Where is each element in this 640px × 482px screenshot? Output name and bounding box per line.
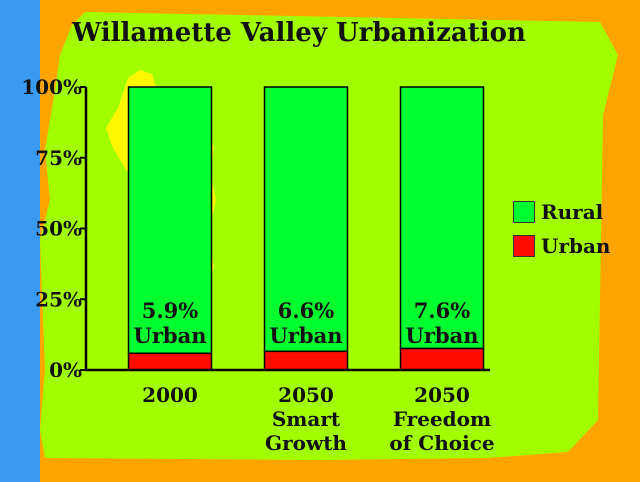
bar-rural bbox=[263, 86, 349, 353]
y-tick-label: 50% bbox=[35, 217, 82, 241]
legend-item-urban: Urban bbox=[513, 229, 610, 263]
legend-label-urban: Urban bbox=[541, 234, 611, 258]
bar-urban bbox=[399, 347, 485, 371]
legend-swatch-rural bbox=[513, 201, 535, 223]
x-tick-label: 2050 bbox=[278, 383, 334, 407]
bar-rural bbox=[399, 86, 485, 350]
x-tick-label: Growth bbox=[265, 431, 347, 455]
x-tick-label: 2050 bbox=[414, 383, 470, 407]
bar-category-label: Urban bbox=[270, 323, 343, 348]
bar-category-label: Urban bbox=[406, 323, 479, 348]
ocean-area bbox=[0, 0, 40, 482]
chart-title: Willamette Valley Urbanization bbox=[72, 18, 526, 48]
bar-value-label: 6.6% bbox=[278, 298, 335, 323]
x-tick-label: of Choice bbox=[389, 431, 494, 455]
bar-category-label: Urban bbox=[134, 323, 207, 348]
y-tick-label: 25% bbox=[35, 287, 82, 311]
y-tick-label: 0% bbox=[49, 358, 82, 382]
y-tick-label: 100% bbox=[21, 75, 82, 99]
bar-urban bbox=[263, 350, 349, 371]
legend-item-rural: Rural bbox=[513, 195, 610, 229]
y-tick-label: 75% bbox=[35, 146, 82, 170]
legend-label-rural: Rural bbox=[541, 200, 604, 224]
bar-urban bbox=[127, 352, 213, 371]
legend: Rural Urban bbox=[513, 195, 610, 263]
x-tick-label: 2000 bbox=[142, 383, 198, 407]
x-tick-label: Smart bbox=[272, 407, 341, 431]
x-tick-label: Freedom bbox=[393, 407, 491, 431]
bar-value-label: 7.6% bbox=[414, 298, 471, 323]
bar-value-label: 5.9% bbox=[142, 298, 199, 323]
legend-swatch-urban bbox=[513, 235, 535, 257]
bar-rural bbox=[127, 86, 213, 355]
